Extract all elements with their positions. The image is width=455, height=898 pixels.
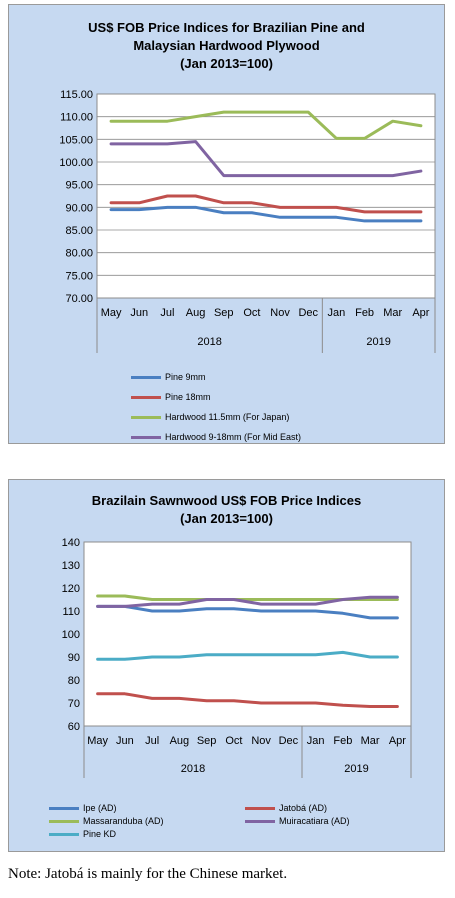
series-line-1 xyxy=(96,604,399,620)
plot-area xyxy=(83,541,412,727)
plywood-title-line2: Malaysian Hardwood Plywood xyxy=(133,38,320,53)
legend-label: Ipe (AD) xyxy=(83,803,117,813)
legend-label: Massaranduba (AD) xyxy=(83,816,164,826)
x-tick-label: Nov xyxy=(270,307,290,319)
plywood-chart-panel: 70.00 75.00 80.00 85.00 90.00 95.00 100.00 105.… xyxy=(8,4,445,444)
year-group-label: 2019 xyxy=(366,336,390,348)
y-tick-label: 60 xyxy=(68,721,80,733)
legend-swatch xyxy=(245,820,275,823)
x-tick-label: Dec xyxy=(298,307,318,319)
x-tick-label: Oct xyxy=(225,735,242,747)
y-tick-label: 100 xyxy=(62,629,80,641)
series-line-3 xyxy=(109,110,423,140)
legend-label: Hardwood 11.5mm (For Japan) xyxy=(165,412,290,422)
x-tick-label: May xyxy=(101,307,122,319)
legend-swatch xyxy=(49,820,79,823)
series-line-5 xyxy=(96,650,399,661)
y-tick-label: 95.00 xyxy=(65,180,93,192)
y-tick-label: 120 xyxy=(62,583,80,595)
x-tick-label: Mar xyxy=(361,735,380,747)
legend-swatch xyxy=(131,416,161,419)
sawnwood-title-line1: Brazilain Sawnwood US$ FOB Price Indices xyxy=(91,493,362,508)
x-tick-label: Aug xyxy=(170,735,190,747)
x-tick-label: Mar xyxy=(383,307,402,319)
plot-area xyxy=(96,93,436,299)
x-tick-label: Apr xyxy=(389,735,406,747)
series-line-2 xyxy=(96,692,399,708)
sawnwood-chart-panel: 60 70 80 90 100 110 120 130 140 May Jun Jul Aug Sep Oc… xyxy=(8,479,445,852)
y-tick-label: 70.00 xyxy=(65,293,93,305)
x-tick-label: Aug xyxy=(186,307,206,319)
legend-swatch xyxy=(245,807,275,810)
x-tick-label: Jan xyxy=(328,307,346,319)
x-tick-label: Feb xyxy=(355,307,374,319)
y-tick-label: 100.00 xyxy=(59,157,93,169)
series-line-2 xyxy=(109,194,423,214)
y-tick-label: 75.00 xyxy=(65,270,93,282)
y-tick-label: 90 xyxy=(68,652,80,664)
y-tick-label: 105.00 xyxy=(59,134,93,146)
y-tick-label: 80.00 xyxy=(65,248,93,260)
x-tick-label: Jul xyxy=(145,735,159,747)
y-tick-label: 110.00 xyxy=(60,112,93,124)
series-line-1 xyxy=(109,205,423,223)
x-tick-label: Sep xyxy=(197,735,217,747)
x-tick-label: Feb xyxy=(333,735,352,747)
plywood-chart-svg: 70.00 75.00 80.00 85.00 90.00 95.00 100.00 105.… xyxy=(59,89,436,353)
series-line-4 xyxy=(96,595,399,608)
series-line-4 xyxy=(109,140,423,178)
y-tick-label: 130 xyxy=(62,560,80,572)
x-tick-label: Sep xyxy=(214,307,234,319)
x-tick-label: Dec xyxy=(279,735,299,747)
x-tick-label: Jan xyxy=(307,735,325,747)
legend-swatch xyxy=(131,436,161,439)
legend-swatch xyxy=(131,396,161,399)
plywood-title-line1: US$ FOB Price Indices for Brazilian Pine… xyxy=(88,20,365,35)
year-group-label: 2018 xyxy=(197,336,221,348)
y-tick-label: 70 xyxy=(68,698,80,710)
year-group-label: 2019 xyxy=(344,763,368,775)
sawnwood-chart-title: Brazilain Sawnwood US$ FOB Price Indices… xyxy=(9,492,444,528)
legend-label: Pine 9mm xyxy=(165,372,206,382)
y-tick-label: 115.00 xyxy=(60,89,93,101)
legend-label: Pine KD xyxy=(83,829,117,839)
year-group-label: 2018 xyxy=(181,763,205,775)
x-tick-label: Jun xyxy=(116,735,134,747)
plywood-title-line3: (Jan 2013=100) xyxy=(180,56,273,71)
x-tick-label: May xyxy=(87,735,108,747)
sawnwood-title-line2: (Jan 2013=100) xyxy=(180,511,273,526)
x-tick-label: Jul xyxy=(160,307,174,319)
y-tick-label: 80 xyxy=(68,675,80,687)
x-tick-label: Nov xyxy=(251,735,271,747)
legend-label: Hardwood 9-18mm (For Mid East) xyxy=(165,432,302,442)
y-tick-label: 140 xyxy=(62,537,80,549)
x-tick-label: Jun xyxy=(130,307,148,319)
x-tick-label: Apr xyxy=(412,307,429,319)
legend-label: Jatobá (AD) xyxy=(279,803,328,813)
y-tick-label: 85.00 xyxy=(65,225,93,237)
x-tick-label: Oct xyxy=(243,307,260,319)
legend-swatch xyxy=(49,833,79,836)
footnote: Note: Jatobá is mainly for the Chinese m… xyxy=(8,866,288,882)
y-tick-label: 110 xyxy=(62,606,80,618)
y-tick-label: 90.00 xyxy=(65,202,93,214)
legend-label: Muiracatiara (AD) xyxy=(279,816,350,826)
legend-swatch xyxy=(131,376,161,379)
legend-swatch xyxy=(49,807,79,810)
plywood-chart-title: US$ FOB Price Indices for Brazilian Pine… xyxy=(9,19,444,73)
legend-label: Pine 18mm xyxy=(165,392,211,402)
sawnwood-chart-svg: 60 70 80 90 100 110 120 130 140 May Jun Jul Aug Sep Oc… xyxy=(62,537,412,778)
